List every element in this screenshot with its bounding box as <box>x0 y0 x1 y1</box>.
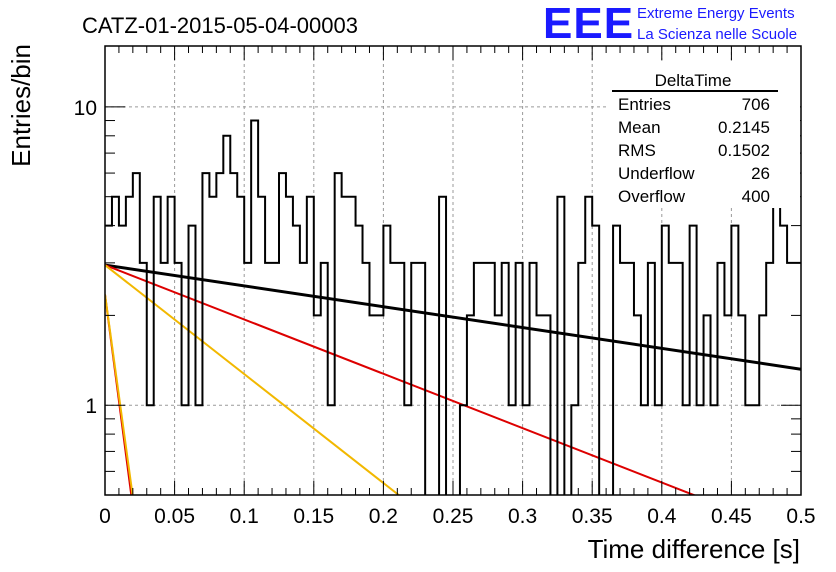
fit-line <box>105 264 401 495</box>
stats-label: Mean <box>618 118 661 137</box>
logo-mark: EEE <box>543 0 634 48</box>
stats-label: Overflow <box>618 187 686 206</box>
x-tick-label: 0.4 <box>647 505 677 528</box>
stats-row: Overflow 400 <box>618 187 770 206</box>
tick-labels: 0 0.05 0.1 0.15 0.2 0.25 0.3 0.35 0.4 0.45 0.5 1 10 <box>74 97 816 528</box>
stats-box: DeltaTime Entries 706 Mean 0.2145 RMS 0.… <box>606 64 800 208</box>
x-axis-label: Time difference [s] <box>588 534 800 564</box>
x-tick-label: 0.25 <box>433 505 474 528</box>
stats-row: RMS 0.1502 <box>618 141 770 160</box>
stats-row: Entries 706 <box>618 95 770 114</box>
fit-line <box>105 264 697 495</box>
y-axis-label: Entries/bin <box>6 44 36 167</box>
stats-label: Underflow <box>618 164 695 183</box>
histogram <box>105 119 801 495</box>
stats-box-background <box>606 64 800 208</box>
histogram-outline <box>105 119 801 495</box>
y-tick-label: 1 <box>85 395 97 418</box>
x-tick-label: 0.35 <box>572 505 613 528</box>
stats-value: 0.1502 <box>718 141 770 160</box>
stats-box-title: DeltaTime <box>655 71 732 90</box>
fit-line <box>105 263 801 371</box>
stats-value: 706 <box>742 95 770 114</box>
fit-curves <box>105 263 801 495</box>
x-tick-label: 0.1 <box>230 505 259 528</box>
stats-label: RMS <box>618 141 656 160</box>
x-tick-label: 0.3 <box>508 505 537 528</box>
stats-value: 26 <box>751 164 770 183</box>
logo-line-1: Extreme Energy Events <box>637 5 795 22</box>
logo-line-2: La Scienza nelle Scuole <box>637 26 797 43</box>
x-tick-label: 0.5 <box>786 505 815 528</box>
stats-row: Mean 0.2145 <box>618 118 770 137</box>
y-tick-label: 10 <box>74 97 97 120</box>
chart-title: CATZ-01-2015-05-04-00003 <box>82 13 358 38</box>
stats-value: 0.2145 <box>718 118 770 137</box>
x-tick-label: 0.05 <box>154 505 195 528</box>
fit-line <box>105 294 134 495</box>
stats-label: Entries <box>618 95 671 114</box>
stats-value: 400 <box>742 187 770 206</box>
x-tick-label: 0.45 <box>711 505 752 528</box>
stats-row: Underflow 26 <box>618 164 770 183</box>
x-tick-label: 0.15 <box>293 505 334 528</box>
x-tick-label: 0.2 <box>369 505 398 528</box>
x-tick-label: 0 <box>99 505 111 528</box>
